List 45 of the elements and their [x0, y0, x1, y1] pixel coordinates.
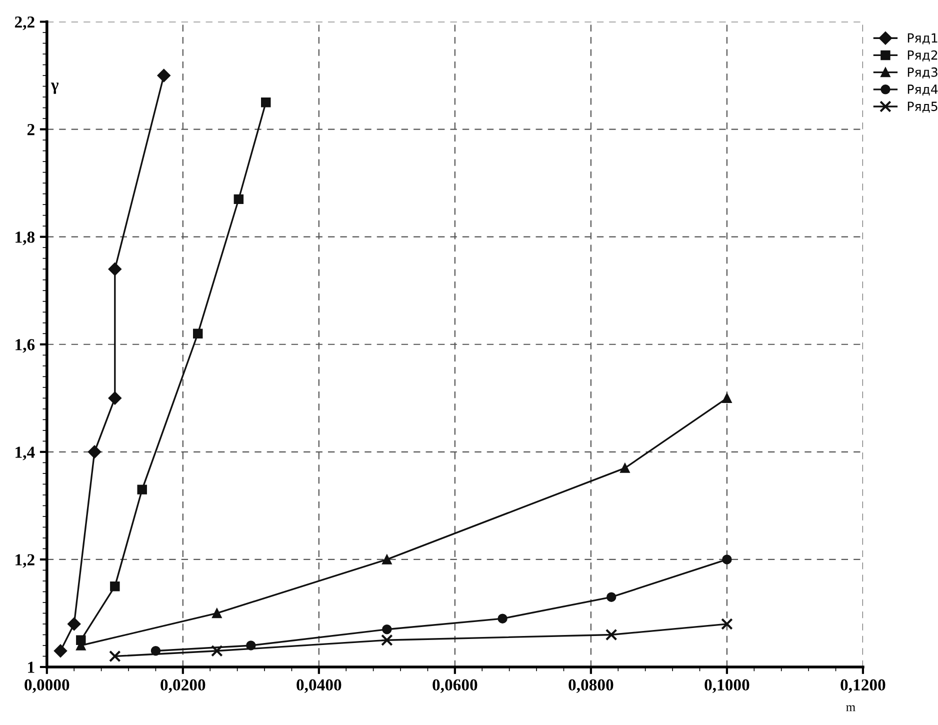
point — [211, 644, 223, 657]
legend-label: Ряд5 — [908, 102, 938, 113]
point — [381, 634, 393, 646]
point — [137, 484, 147, 494]
point — [498, 614, 508, 624]
point — [382, 554, 392, 564]
point — [193, 328, 203, 338]
point — [54, 644, 68, 658]
point — [721, 618, 733, 630]
legend-label: Ряд3 — [908, 67, 938, 78]
x-tick-label: 0,0200 — [160, 679, 206, 693]
y-tick-label: 2,2 — [14, 16, 34, 30]
y-tick-label: 1,8 — [16, 232, 35, 246]
x-axis-title: m — [846, 705, 856, 712]
point — [110, 581, 120, 592]
point — [606, 592, 616, 602]
x-tick-label: 0,0600 — [432, 679, 478, 693]
point — [261, 98, 271, 108]
legend-label: Ряд1 — [908, 33, 938, 44]
point — [109, 650, 121, 662]
point — [88, 445, 102, 459]
legend-label: Ряд4 — [908, 84, 938, 96]
point — [234, 194, 244, 204]
point — [722, 393, 732, 404]
point — [382, 624, 392, 634]
x-tick-label: 0,1200 — [840, 679, 886, 693]
y-tick-label: 1,6 — [16, 339, 35, 353]
point — [620, 463, 630, 473]
y-tick-label: 1 — [28, 662, 34, 673]
point — [108, 262, 122, 276]
point — [157, 68, 170, 82]
point — [722, 554, 732, 564]
y-axis-title: γ — [50, 82, 59, 94]
y-tick-label: 1,4 — [16, 446, 35, 460]
x-tick-label: 0,0800 — [568, 679, 614, 693]
point — [212, 608, 222, 618]
y-tick-label: 1,2 — [16, 554, 34, 568]
legend-label: Ряд2 — [908, 50, 938, 62]
point — [605, 628, 618, 641]
point — [68, 617, 81, 631]
x-tick-label: 0,0400 — [296, 679, 342, 693]
x-tick-label: 0,1000 — [704, 679, 750, 693]
point — [108, 392, 122, 405]
x-tick-label: 0,0000 — [24, 679, 70, 693]
y-tick-label: 2 — [27, 124, 34, 136]
